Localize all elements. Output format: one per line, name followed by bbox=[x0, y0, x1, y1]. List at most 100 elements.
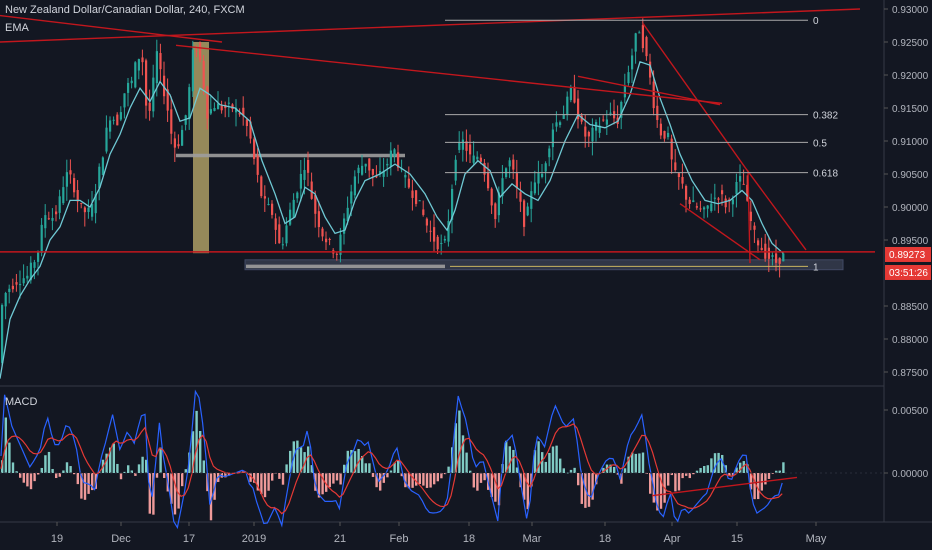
macd-histogram-bar bbox=[685, 473, 688, 476]
macd-label: MACD bbox=[5, 396, 38, 408]
macd-histogram-bar bbox=[8, 442, 11, 473]
macd-histogram-bar bbox=[641, 452, 645, 473]
candle-body bbox=[713, 197, 716, 199]
candle-body bbox=[303, 170, 306, 180]
candle-body bbox=[173, 138, 176, 148]
candle-body bbox=[98, 166, 101, 189]
support-zone bbox=[244, 259, 844, 271]
candle-body bbox=[652, 81, 655, 109]
macd-histogram-bar bbox=[717, 452, 720, 473]
candle-body bbox=[721, 190, 724, 195]
candle-body bbox=[371, 168, 374, 175]
macd-histogram-bar bbox=[559, 458, 562, 473]
macd-histogram-bar bbox=[757, 473, 760, 500]
trendline bbox=[745, 168, 807, 251]
candle-body bbox=[112, 119, 115, 121]
candle-body bbox=[433, 227, 436, 242]
candle-body bbox=[105, 127, 108, 152]
candle-body bbox=[620, 101, 623, 118]
candle-body bbox=[177, 144, 180, 147]
macd-histogram-bar bbox=[433, 473, 436, 485]
candle-body bbox=[166, 89, 169, 111]
last-price-label: 0.89273 bbox=[889, 250, 926, 261]
candle-body bbox=[695, 206, 698, 208]
macd-histogram-bar bbox=[739, 462, 742, 473]
macd-histogram-bar bbox=[533, 450, 537, 473]
candle-body bbox=[29, 262, 32, 281]
macd-histogram-bar bbox=[649, 473, 652, 494]
candle-body bbox=[746, 184, 749, 201]
fib-level-label: 1 bbox=[813, 262, 819, 273]
macd-histogram-bar bbox=[577, 473, 580, 486]
macd-histogram-bar bbox=[764, 473, 767, 485]
macd-histogram-bar bbox=[328, 473, 331, 488]
macd-histogram-bar bbox=[163, 473, 166, 479]
macd-histogram-bar bbox=[551, 446, 555, 473]
macd-histogram-bar bbox=[181, 473, 184, 487]
candle-body bbox=[757, 240, 760, 246]
candle-body bbox=[317, 211, 320, 228]
macd-histogram-bar bbox=[260, 473, 263, 495]
candle-body bbox=[634, 33, 637, 52]
macd-histogram-bar bbox=[580, 473, 583, 504]
macd-histogram-bar bbox=[591, 473, 594, 500]
candle-body bbox=[328, 239, 331, 241]
candle-body bbox=[771, 255, 774, 257]
candle-body bbox=[584, 126, 587, 137]
candle-body bbox=[580, 115, 583, 122]
candle-body bbox=[530, 191, 533, 209]
macd-histogram-bar bbox=[573, 467, 576, 473]
macd-histogram-bar bbox=[721, 454, 724, 473]
macd-histogram-bar bbox=[735, 467, 738, 473]
trendline bbox=[679, 203, 761, 261]
macd-histogram-bar bbox=[476, 473, 479, 491]
candle-body bbox=[37, 251, 40, 262]
price-tick-label: 0.90000 bbox=[892, 203, 929, 214]
macd-histogram-bar bbox=[515, 467, 519, 473]
candle-body bbox=[389, 150, 392, 167]
candle-body bbox=[285, 225, 288, 244]
candle-body bbox=[526, 206, 529, 216]
highlight-box bbox=[193, 42, 209, 254]
time-tick-label: 19 bbox=[51, 533, 63, 545]
macd-histogram-bar bbox=[638, 453, 641, 473]
candle-body bbox=[458, 142, 461, 150]
trendline bbox=[577, 75, 721, 106]
macd-histogram-bar bbox=[256, 473, 259, 491]
candle-body bbox=[667, 132, 670, 138]
candle-body bbox=[242, 107, 245, 116]
candle-body bbox=[703, 207, 706, 210]
candle-body bbox=[472, 155, 475, 163]
candle-body bbox=[4, 292, 7, 307]
candle-body bbox=[184, 115, 187, 125]
candle-body bbox=[523, 200, 526, 227]
candle-body bbox=[22, 278, 25, 284]
candle-body bbox=[181, 129, 184, 146]
macd-histogram-bar bbox=[296, 440, 299, 473]
candle-body bbox=[681, 176, 684, 184]
candle-body bbox=[573, 86, 576, 103]
ema-line bbox=[0, 60, 784, 379]
macd-histogram-bar bbox=[706, 465, 709, 473]
trendline bbox=[175, 44, 723, 105]
macd-line bbox=[0, 389, 783, 530]
price-tick-label: 0.89500 bbox=[892, 236, 929, 247]
price-tick-label: 0.93000 bbox=[892, 5, 929, 16]
time-tick-label: 18 bbox=[463, 533, 475, 545]
candle-body bbox=[235, 107, 238, 113]
candle-body bbox=[40, 224, 43, 253]
macd-histogram-bar bbox=[58, 473, 61, 477]
macd-histogram-bar bbox=[368, 463, 371, 473]
macd-histogram-bar bbox=[461, 435, 465, 473]
candle-body bbox=[227, 102, 230, 104]
macd-histogram-bar bbox=[202, 460, 205, 473]
candle-body bbox=[263, 196, 266, 199]
candle-body bbox=[562, 114, 565, 119]
macd-histogram-bar bbox=[670, 473, 673, 476]
trendline bbox=[0, 14, 223, 43]
macd-histogram-bar bbox=[364, 463, 367, 473]
macd-histogram-bar bbox=[80, 473, 83, 499]
countdown-label: 03:51:26 bbox=[889, 268, 928, 279]
macd-histogram-bar bbox=[692, 473, 695, 475]
